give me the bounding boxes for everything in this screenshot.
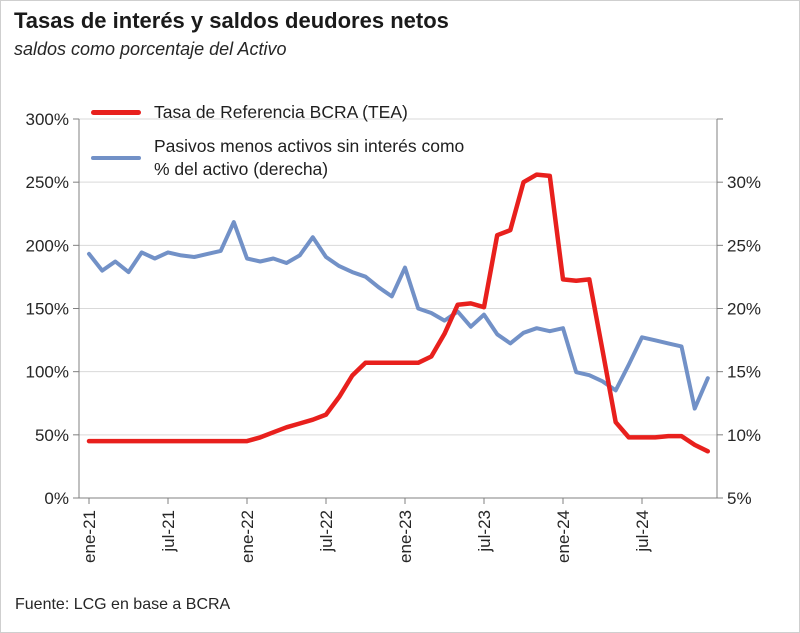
left-axis-tick-label: 250% bbox=[26, 173, 69, 192]
chart-subtitle: saldos como porcentaje del Activo bbox=[14, 39, 287, 59]
legend: Tasa de Referencia BCRA (TEA) Pasivos me… bbox=[91, 101, 474, 180]
x-axis-tick-label: ene-24 bbox=[554, 510, 573, 563]
x-axis-tick-label: ene-21 bbox=[80, 510, 99, 563]
left-axis-tick-label: 150% bbox=[26, 300, 69, 319]
series-lines bbox=[86, 172, 711, 454]
axis-labels: 0% 5% 50% 10% 100% 15% 150% 20% 200% 25% 250% 30% 30… bbox=[26, 110, 762, 563]
right-axis-tick-label: 5% bbox=[727, 489, 752, 508]
left-axis-tick-label: 100% bbox=[26, 363, 69, 382]
legend-swatch-blue-line bbox=[91, 155, 141, 160]
right-axis-tick-label: 25% bbox=[727, 236, 761, 255]
series-line-0 bbox=[86, 172, 711, 454]
left-axis-tick-label: 0% bbox=[44, 489, 69, 508]
legend-label-net-liabilities: Pasivos menos activos sin interés como %… bbox=[154, 135, 465, 179]
right-axis-tick-label: 20% bbox=[727, 300, 761, 319]
legend-item-reference-rate: Tasa de Referencia BCRA (TEA) bbox=[91, 101, 474, 124]
series-line-1 bbox=[87, 220, 710, 411]
left-axis-tick-label: 200% bbox=[26, 236, 69, 255]
chart-title: Tasas de interés y saldos deudores netos bbox=[14, 8, 449, 33]
legend-item-net-liabilities: Pasivos menos activos sin interés como %… bbox=[91, 135, 474, 181]
x-axis-tick-label: jul-24 bbox=[633, 510, 652, 553]
gridlines bbox=[79, 118, 717, 436]
x-axis-tick-label: ene-23 bbox=[396, 510, 415, 563]
x-axis-tick-label: ene-22 bbox=[238, 510, 257, 563]
x-axis-tick-label: jul-21 bbox=[159, 510, 178, 553]
right-axis-tick-label: 15% bbox=[727, 363, 761, 382]
right-axis-tick-label: 10% bbox=[727, 426, 761, 445]
x-axis-tick-label: jul-22 bbox=[317, 510, 336, 553]
legend-label-reference-rate: Tasa de Referencia BCRA (TEA) bbox=[154, 102, 408, 122]
right-axis-tick-label: 30% bbox=[727, 173, 761, 192]
source-note: Fuente: LCG en base a BCRA bbox=[15, 596, 231, 613]
legend-swatch-red-line bbox=[91, 110, 141, 115]
left-axis-tick-label: 50% bbox=[35, 426, 69, 445]
left-axis-tick-label: 300% bbox=[26, 110, 69, 129]
axes bbox=[73, 118, 723, 504]
x-axis-tick-label: jul-23 bbox=[475, 510, 494, 553]
